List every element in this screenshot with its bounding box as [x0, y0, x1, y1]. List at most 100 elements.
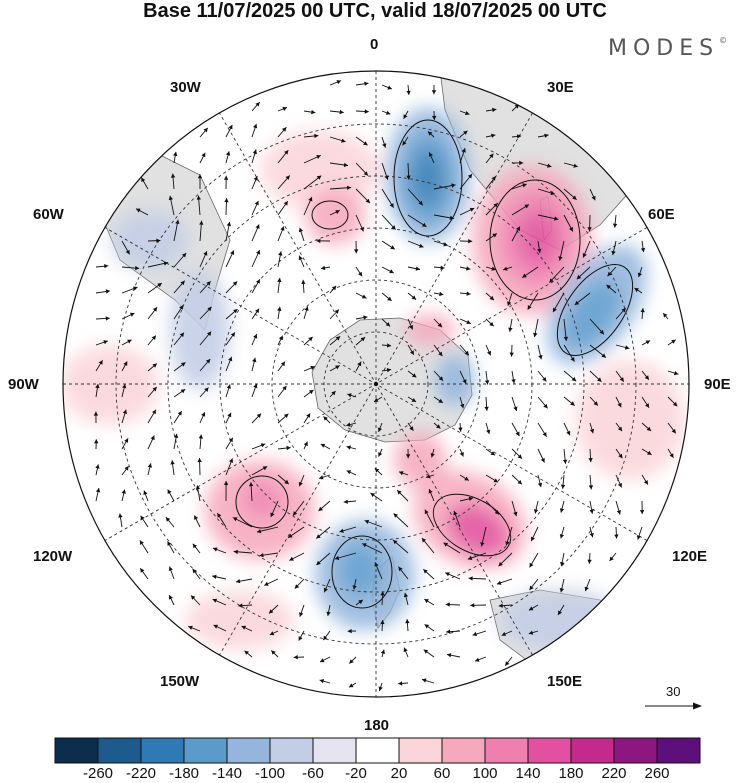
wind-arrowhead	[347, 185, 352, 190]
wind-arrowhead	[303, 441, 308, 447]
wind-arrowhead	[253, 176, 258, 181]
wind-arrowhead	[255, 102, 260, 107]
wind-arrowhead	[378, 452, 383, 457]
wind-arrowhead	[278, 335, 283, 341]
wind-arrowhead	[411, 373, 417, 378]
brand-name: MODES	[608, 36, 720, 61]
wind-arrowhead	[167, 489, 172, 494]
wind-arrowhead	[207, 306, 212, 312]
wind-arrowhead	[411, 295, 417, 300]
wind-arrowhead	[346, 470, 352, 475]
wind-arrowhead	[617, 483, 622, 488]
wind-arrowhead	[470, 603, 475, 608]
wind-arrowhead	[584, 586, 589, 592]
wind-arrowhead	[589, 509, 594, 514]
wind-arrowhead	[492, 233, 497, 238]
wind-arrowhead	[105, 316, 110, 321]
wind-arrowhead	[559, 534, 564, 539]
wind-arrowhead	[197, 174, 203, 179]
wind-arrowhead	[323, 635, 328, 641]
wind-arrowhead	[141, 177, 146, 183]
lon-label-150w: 150W	[160, 673, 200, 690]
wind-arrowhead	[180, 389, 186, 394]
wind-arrowhead	[133, 286, 138, 291]
wind-arrowhead	[672, 401, 678, 407]
wind-arrowhead	[553, 307, 557, 313]
wind-arrowhead	[466, 320, 471, 324]
wind-arrowhead	[192, 568, 197, 574]
wind-scale-label: 30	[666, 684, 681, 699]
colorbar-tick-label: -180	[168, 765, 200, 782]
wind-arrowhead	[364, 519, 370, 524]
wind-arrowhead	[380, 649, 386, 654]
wind-arrowhead	[398, 566, 403, 572]
wind-arrowhead	[505, 541, 510, 546]
wind-arrowhead	[304, 306, 309, 311]
wind-arrowhead	[468, 576, 473, 581]
wind-arrowhead	[364, 81, 369, 86]
wind-arrowhead	[411, 398, 417, 402]
wind-arrowhead	[253, 383, 258, 389]
wind-arrowhead	[616, 510, 621, 515]
wind-arrowhead	[637, 272, 642, 278]
wind-arrowhead	[588, 485, 594, 490]
colorbar-tick-label: -20	[345, 765, 367, 782]
lon-label-30w: 30W	[170, 79, 201, 96]
wind-arrowhead	[647, 450, 652, 455]
wind-arrowhead	[299, 612, 304, 617]
wind-arrowhead	[256, 279, 260, 284]
wind-arrowhead	[152, 307, 158, 312]
wind-arrowhead	[335, 336, 341, 341]
wind-arrowhead	[517, 480, 522, 485]
wind-arrowhead	[621, 308, 626, 313]
wind-arrowhead	[490, 451, 496, 456]
wind-arrowhead	[513, 406, 518, 411]
wind-arrowhead	[199, 220, 204, 225]
wind-arrowhead	[169, 595, 173, 600]
wind-arrowhead	[363, 141, 368, 146]
wind-arrowhead	[157, 283, 162, 288]
wind-arrowhead	[463, 130, 468, 135]
wind-arrowhead	[432, 115, 437, 120]
wind-arrowhead	[228, 437, 233, 443]
wind-arrowhead	[135, 265, 140, 271]
wind-arrowhead	[601, 353, 606, 358]
wind-arrowhead	[559, 588, 564, 593]
wind-arrowhead	[609, 556, 614, 561]
wind-arrowhead	[248, 482, 254, 487]
wind-arrowhead	[335, 365, 340, 370]
wind-arrowhead	[409, 325, 414, 330]
map-border	[62, 70, 690, 698]
wind-arrowhead	[540, 457, 545, 463]
colorbar-swatch	[355, 737, 400, 764]
wind-arrowhead	[165, 517, 171, 522]
wind-arrowhead	[673, 371, 679, 376]
wind-arrowhead	[503, 266, 508, 271]
wind-arrowhead	[443, 242, 448, 247]
wind-arrowhead	[519, 160, 524, 166]
wind-arrowhead	[494, 510, 499, 515]
wind-arrowhead	[129, 312, 135, 317]
wind-arrowhead	[393, 540, 398, 545]
wind-arrowhead	[645, 403, 650, 408]
lon-label-150e: 150E	[547, 673, 583, 690]
wind-arrowhead	[203, 127, 208, 133]
wind-arrowhead	[152, 363, 157, 368]
wind-arrowhead	[509, 352, 514, 357]
wind-arrowhead	[341, 138, 346, 143]
wind-arrowhead	[480, 542, 485, 547]
wind-arrowhead	[311, 109, 316, 115]
colorbar-swatch	[183, 737, 228, 764]
wind-arrowhead	[544, 133, 549, 138]
colorbar-swatch	[527, 737, 572, 764]
wind-arrowhead	[269, 609, 274, 614]
wind-arrowhead	[339, 528, 344, 533]
wind-arrowhead	[349, 659, 354, 664]
wind-arrowhead	[460, 403, 465, 409]
wind-arrowhead	[378, 686, 383, 691]
wind-arrowhead	[228, 356, 233, 362]
wind-arrowhead	[289, 556, 294, 561]
wind-arrowhead	[403, 592, 409, 598]
wind-arrowhead	[403, 114, 408, 119]
wind-arrowhead	[357, 361, 362, 367]
